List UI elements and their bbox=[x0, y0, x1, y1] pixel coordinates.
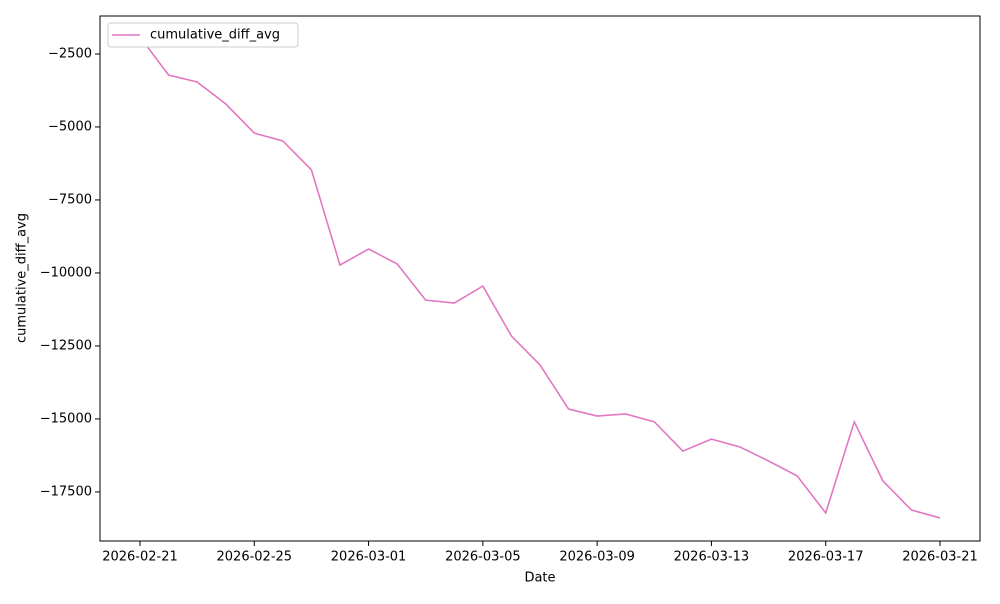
x-tick-label: 2026-02-21 bbox=[102, 550, 178, 565]
x-tick-label: 2026-03-21 bbox=[902, 550, 978, 565]
y-tick-label: −2500 bbox=[48, 46, 92, 61]
y-tick-label: −5000 bbox=[48, 119, 92, 134]
legend-box bbox=[107, 22, 299, 48]
y-tick-label: −7500 bbox=[48, 192, 92, 207]
plot-frame bbox=[99, 15, 981, 542]
y-tick-label: −10000 bbox=[40, 265, 92, 280]
x-tick-label: 2026-03-01 bbox=[331, 550, 407, 565]
x-tick-label: 2026-03-13 bbox=[674, 550, 750, 565]
y-tick-label: −15000 bbox=[40, 411, 92, 426]
series-line bbox=[139, 36, 941, 519]
y-tick-label: −17500 bbox=[40, 484, 92, 499]
y-tick-label: −12500 bbox=[40, 338, 92, 353]
x-tick-label: 2026-02-25 bbox=[217, 550, 293, 565]
legend-label: cumulative_diff_avg bbox=[150, 28, 280, 43]
x-tick-label: 2026-03-17 bbox=[788, 550, 864, 565]
x-tick-label: 2026-03-09 bbox=[559, 550, 635, 565]
y-axis-label: cumulative_diff_avg bbox=[15, 213, 30, 343]
x-tick-label: 2026-03-05 bbox=[445, 550, 521, 565]
x-axis-label: Date bbox=[524, 571, 555, 586]
